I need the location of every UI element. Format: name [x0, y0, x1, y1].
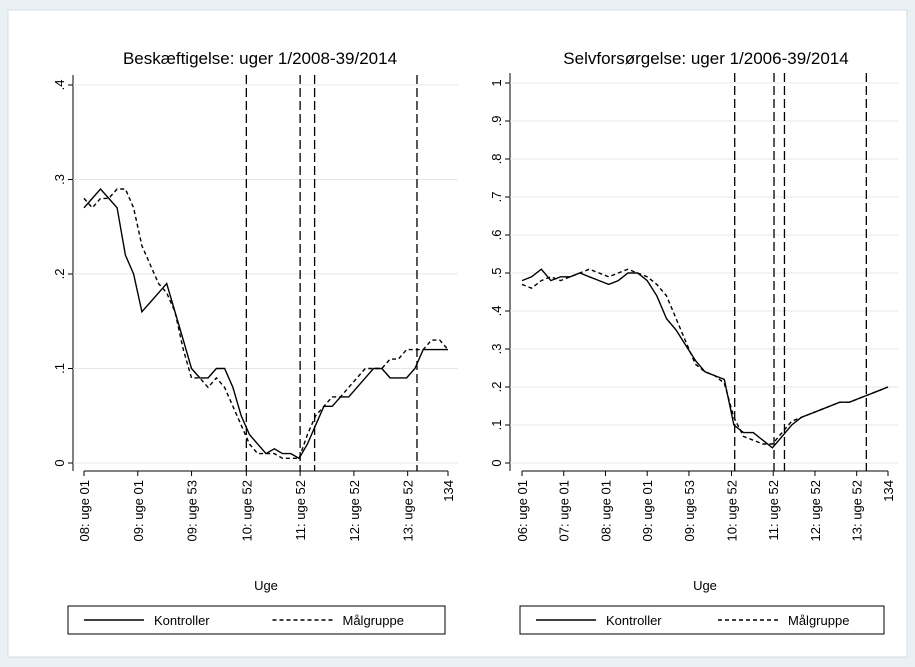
y-tick-label: .8 [489, 154, 504, 165]
x-tick-label: 09: uge 01 [131, 480, 146, 541]
y-tick-label: 0 [52, 459, 67, 466]
x-tick-label: 12: uge 52 [808, 480, 823, 541]
x-tick-label: 09: uge 53 [185, 480, 200, 541]
y-tick-label: .2 [52, 269, 67, 280]
x-tick-label: 13: uge 52 [401, 480, 416, 541]
legend-label: Kontroller [154, 613, 210, 628]
x-tick-label: 13: uge 52 [850, 480, 865, 541]
y-tick-label: .6 [489, 230, 504, 241]
y-tick-label: .3 [52, 174, 67, 185]
chart-title: Beskæftigelse: uger 1/2008-39/2014 [123, 49, 397, 68]
series-line [521, 268, 889, 445]
x-tick-label: 09: uge 53 [682, 480, 697, 541]
chart-title: Selvforsørgelse: uger 1/2006-39/2014 [563, 49, 848, 68]
x-tick-label: 08: uge 01 [77, 480, 92, 541]
x-axis-title: Uge [254, 578, 278, 593]
x-tick-label: 134 [881, 480, 896, 502]
x-tick-label: 07: uge 01 [557, 480, 572, 541]
x-tick-label: 10: uge 52 [239, 480, 254, 541]
x-tick-label: 11: uge 52 [766, 480, 781, 540]
y-tick-label: .4 [489, 306, 504, 317]
legend-label: Målgruppe [343, 613, 404, 628]
y-tick-label: .3 [489, 344, 504, 355]
y-tick-label: .1 [489, 420, 504, 431]
x-tick-label: 06: uge 01 [515, 480, 530, 541]
x-tick-label: 10: uge 52 [724, 480, 739, 541]
y-tick-label: .5 [489, 268, 504, 279]
y-tick-label: .7 [489, 192, 504, 203]
x-tick-label: 134 [441, 480, 456, 502]
canvas [7, 9, 908, 658]
y-tick-label: .1 [52, 363, 67, 374]
series-line [83, 187, 448, 460]
y-tick-label: 1 [489, 79, 504, 86]
x-tick-label: 11: uge 52 [293, 480, 308, 540]
x-tick-label: 08: uge 01 [598, 480, 613, 541]
y-tick-label: .9 [489, 116, 504, 127]
legend-label: Kontroller [606, 613, 662, 628]
y-tick-label: .4 [52, 80, 67, 91]
y-tick-label: 0 [489, 459, 504, 466]
y-tick-label: .2 [489, 382, 504, 393]
x-tick-label: 09: uge 01 [640, 480, 655, 541]
x-axis-title: Uge [693, 578, 717, 593]
legend-label: Målgruppe [788, 613, 849, 628]
x-tick-label: 12: uge 52 [347, 480, 362, 541]
series-line [83, 188, 449, 459]
